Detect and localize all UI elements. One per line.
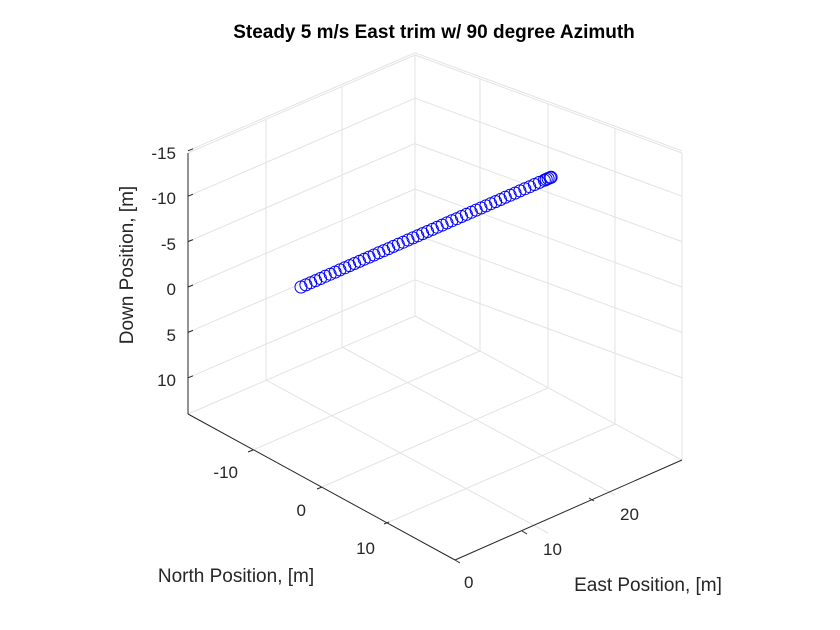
down-tick-mark [187, 375, 194, 379]
east-tick-label: 10 [543, 540, 562, 559]
down-tick-mark [187, 148, 194, 152]
down-tick-mark [187, 329, 194, 333]
north-tick-label: 0 [297, 501, 306, 520]
north-tick-labels: -10 0 10 [213, 463, 375, 558]
down-tick-mark [187, 284, 194, 288]
axis-tick-marks [247, 449, 595, 564]
east-tick-label: 0 [464, 573, 473, 592]
down-gridline [187, 143, 416, 243]
down-tick-label: 10 [157, 371, 176, 390]
down-tick-label: 0 [167, 280, 176, 299]
east-tick-labels: 0 10 20 [464, 505, 639, 592]
down-gridlines [187, 52, 683, 379]
down-gridline [414, 97, 683, 197]
east-tick-label: 20 [620, 505, 639, 524]
down-gridline [187, 52, 416, 152]
down-tick-marks [187, 148, 194, 379]
down-tick-mark [187, 239, 194, 243]
down-tick-label: -10 [151, 189, 176, 208]
east-axis-line [454, 459, 683, 561]
down-gridline [187, 233, 416, 333]
z-axis-label: Down Position, [m] [117, 186, 138, 344]
grid-lines [187, 54, 683, 534]
north-tick-label: 10 [356, 539, 375, 558]
down-tick-mark [187, 193, 194, 197]
x-axis-label: North Position, [m] [158, 566, 314, 587]
down-gridline [414, 279, 683, 379]
down-gridline [414, 52, 683, 152]
down-gridline [414, 188, 683, 288]
trajectory-marker [544, 170, 558, 184]
down-tick-label: -15 [151, 144, 176, 163]
y-axis-label: East Position, [m] [574, 575, 722, 596]
down-tick-labels: -15 -10 -5 0 5 10 [151, 144, 176, 390]
down-gridline [187, 97, 416, 197]
north-tick-label: -10 [213, 463, 238, 482]
down-gridline [414, 233, 683, 333]
down-tick-label: 5 [167, 326, 176, 345]
down-gridline [414, 143, 683, 243]
trajectory-series [294, 170, 558, 294]
down-gridline [187, 279, 416, 379]
chart-title: Steady 5 m/s East trim w/ 90 degree Azim… [233, 22, 635, 43]
down-tick-label: -5 [161, 235, 176, 254]
down-gridline [187, 188, 416, 288]
